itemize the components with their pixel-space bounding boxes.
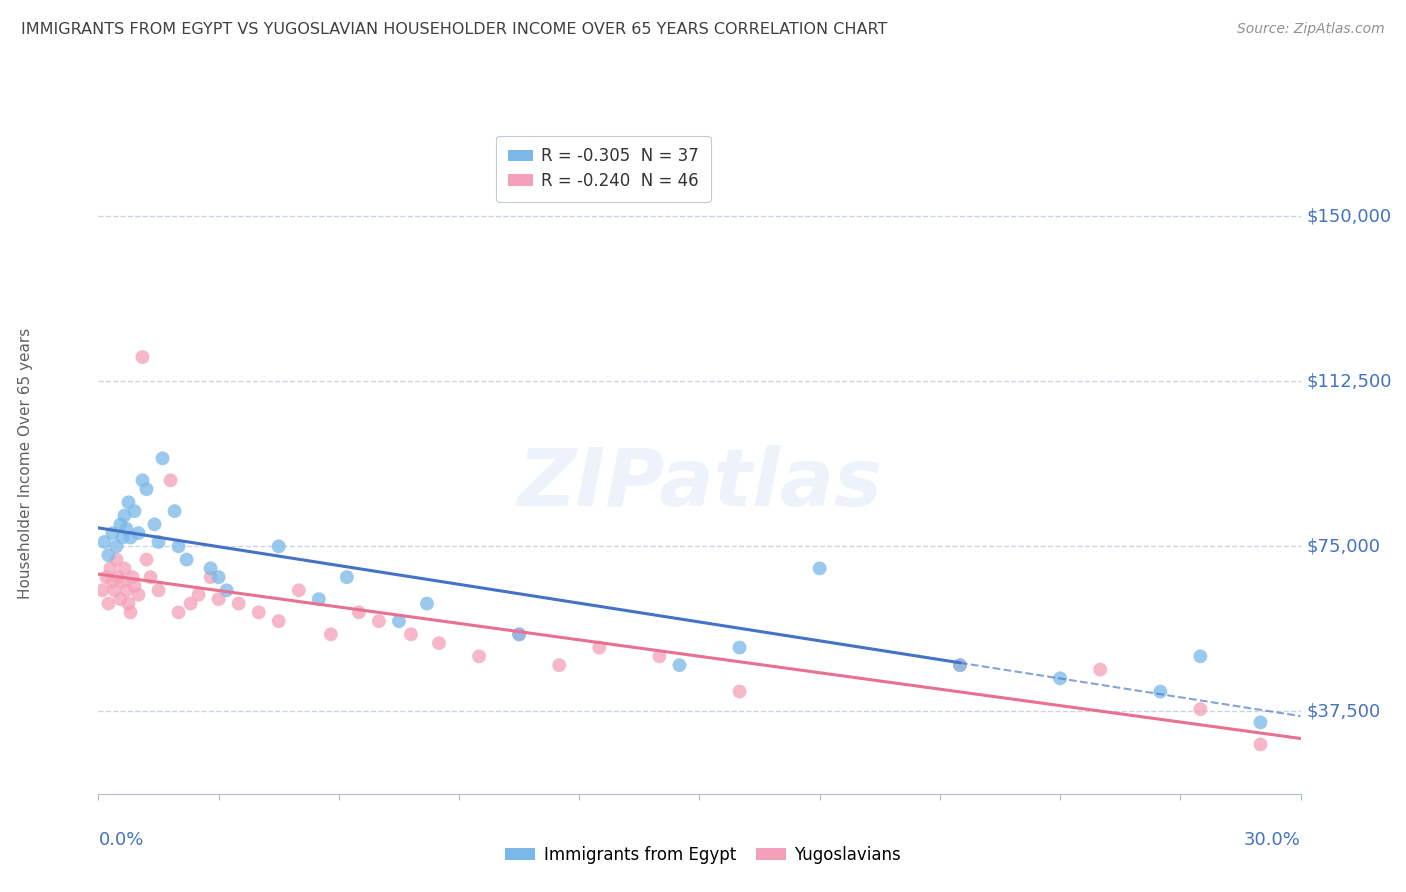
Point	[1088, 663, 1111, 677]
Point	[668, 658, 690, 673]
Text: $150,000: $150,000	[1306, 207, 1392, 226]
Point	[728, 640, 751, 655]
Point	[97, 597, 120, 611]
Point	[1189, 649, 1212, 664]
Point	[110, 517, 132, 532]
Point	[117, 495, 139, 509]
Point	[228, 597, 250, 611]
Point	[111, 531, 134, 545]
Text: IMMIGRANTS FROM EGYPT VS YUGOSLAVIAN HOUSEHOLDER INCOME OVER 65 YEARS CORRELATIO: IMMIGRANTS FROM EGYPT VS YUGOSLAVIAN HOU…	[21, 22, 887, 37]
Point	[949, 658, 972, 673]
Point	[208, 570, 231, 584]
Point	[1149, 684, 1171, 698]
Point	[388, 614, 411, 628]
Point	[103, 583, 125, 598]
Point	[319, 627, 342, 641]
Point	[728, 684, 751, 698]
Point	[124, 504, 146, 518]
Point	[124, 579, 146, 593]
Point	[267, 539, 290, 553]
Point	[117, 597, 139, 611]
Point	[200, 561, 222, 575]
Point	[176, 552, 198, 566]
Point	[247, 605, 270, 619]
Point	[167, 539, 190, 553]
Legend: R = -0.305  N = 37, R = -0.240  N = 46: R = -0.305 N = 37, R = -0.240 N = 46	[496, 136, 710, 202]
Point	[588, 640, 610, 655]
Point	[120, 531, 142, 545]
Point	[114, 508, 136, 523]
Point	[336, 570, 359, 584]
Point	[115, 583, 138, 598]
Text: Householder Income Over 65 years: Householder Income Over 65 years	[18, 328, 32, 599]
Point	[648, 649, 671, 664]
Point	[110, 592, 132, 607]
Point	[1250, 715, 1272, 730]
Text: $112,500: $112,500	[1306, 372, 1392, 391]
Point	[111, 574, 134, 589]
Point	[152, 451, 174, 466]
Point	[267, 614, 290, 628]
Point	[148, 583, 170, 598]
Point	[548, 658, 571, 673]
Point	[308, 592, 330, 607]
Point	[427, 636, 450, 650]
Point	[508, 627, 530, 641]
Point	[97, 548, 120, 562]
Point	[808, 561, 831, 575]
Point	[120, 605, 142, 619]
Point	[115, 522, 138, 536]
Point	[121, 570, 143, 584]
Point	[107, 570, 129, 584]
Point	[91, 583, 114, 598]
Point	[143, 517, 166, 532]
Point	[101, 574, 124, 589]
Point	[135, 552, 157, 566]
Point	[105, 539, 128, 553]
Point	[163, 504, 186, 518]
Point	[148, 535, 170, 549]
Legend: Immigrants from Egypt, Yugoslavians: Immigrants from Egypt, Yugoslavians	[499, 839, 907, 871]
Text: $37,500: $37,500	[1306, 702, 1381, 721]
Point	[105, 552, 128, 566]
Point	[159, 473, 181, 487]
Point	[101, 526, 124, 541]
Point	[131, 350, 153, 364]
Point	[139, 570, 162, 584]
Text: 0.0%: 0.0%	[98, 831, 143, 849]
Point	[93, 535, 115, 549]
Point	[100, 561, 122, 575]
Point	[180, 597, 202, 611]
Point	[368, 614, 391, 628]
Point	[208, 592, 231, 607]
Point	[347, 605, 370, 619]
Point	[1049, 671, 1071, 685]
Point	[167, 605, 190, 619]
Text: $75,000: $75,000	[1306, 537, 1381, 556]
Point	[508, 627, 530, 641]
Point	[416, 597, 439, 611]
Point	[287, 583, 309, 598]
Point	[200, 570, 222, 584]
Point	[135, 482, 157, 496]
Point	[128, 588, 150, 602]
Point	[468, 649, 491, 664]
Point	[131, 473, 153, 487]
Point	[215, 583, 238, 598]
Text: 30.0%: 30.0%	[1244, 831, 1301, 849]
Point	[399, 627, 422, 641]
Point	[1189, 702, 1212, 716]
Point	[1250, 737, 1272, 751]
Point	[114, 561, 136, 575]
Text: Source: ZipAtlas.com: Source: ZipAtlas.com	[1237, 22, 1385, 37]
Point	[187, 588, 209, 602]
Point	[949, 658, 972, 673]
Text: ZIPatlas: ZIPatlas	[517, 444, 882, 523]
Point	[96, 570, 118, 584]
Point	[128, 526, 150, 541]
